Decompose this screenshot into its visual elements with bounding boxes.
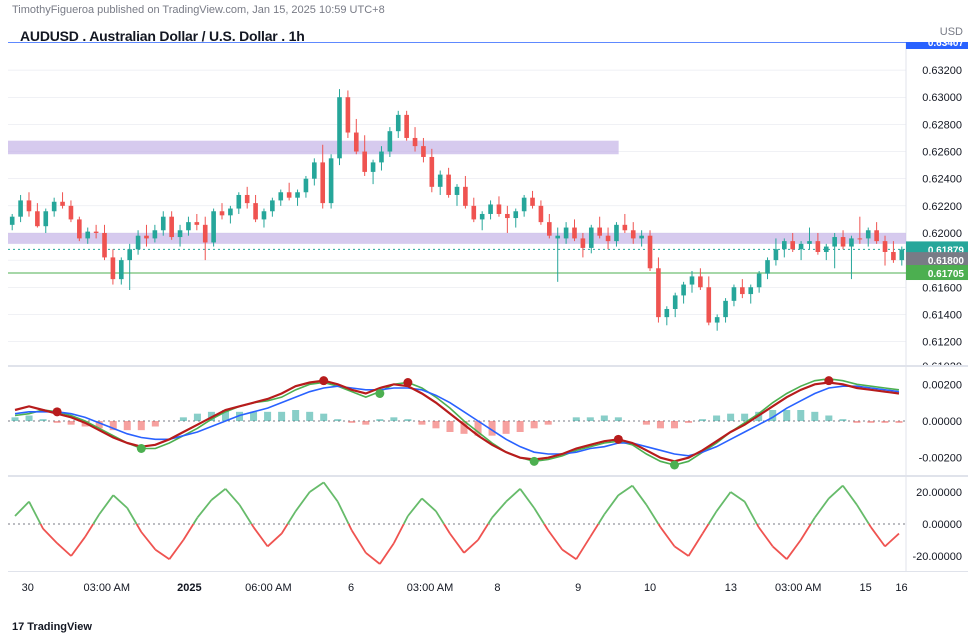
svg-text:0.61400: 0.61400 <box>922 309 962 321</box>
time-label: 13 <box>725 582 737 594</box>
time-label: 15 <box>859 582 871 594</box>
time-axis[interactable]: 30 03:00 AM 2025 06:00 AM 6 03:00 AM 8 9 10 13 03:… <box>8 578 968 600</box>
svg-text:0.62800: 0.62800 <box>922 119 962 131</box>
oscillator-pane[interactable]: -20.00000 0.00000 20.00000 <box>8 476 968 572</box>
svg-text:0.00200: 0.00200 <box>922 379 962 391</box>
svg-text:0.00000: 0.00000 <box>922 519 962 531</box>
time-label: 03:00 AM <box>775 582 821 594</box>
svg-text:-20.00000: -20.00000 <box>912 551 962 563</box>
time-label: 10 <box>644 582 656 594</box>
price-pane[interactable]: 0.610200.612000.614000.616000.618000.620… <box>8 42 968 366</box>
tradingview-watermark: 17 TradingView <box>12 621 92 633</box>
svg-text:0.61200: 0.61200 <box>922 337 962 349</box>
svg-text:-0.00200: -0.00200 <box>919 453 962 465</box>
time-label: 03:00 AM <box>84 582 130 594</box>
svg-text:0.00000: 0.00000 <box>922 416 962 428</box>
svg-text:0.63000: 0.63000 <box>922 92 962 104</box>
time-label: 6 <box>348 582 354 594</box>
svg-text:0.61705: 0.61705 <box>928 269 965 280</box>
time-label: 30 <box>22 582 34 594</box>
time-label: 2025 <box>177 582 201 594</box>
svg-text:0.62400: 0.62400 <box>922 174 962 186</box>
svg-text:0.62600: 0.62600 <box>922 147 962 159</box>
price-axis-unit: USD <box>940 26 963 38</box>
svg-text:0.63407: 0.63407 <box>928 42 965 49</box>
time-label: 9 <box>575 582 581 594</box>
macd-pane[interactable]: -0.00200 0.00000 0.00200 <box>8 366 968 476</box>
time-label: 03:00 AM <box>407 582 453 594</box>
svg-text:0.62200: 0.62200 <box>922 201 962 213</box>
svg-text:20.00000: 20.00000 <box>916 487 962 499</box>
time-label: 16 <box>895 582 907 594</box>
svg-text:0.62000: 0.62000 <box>922 228 962 240</box>
publish-info: TimothyFigueroa published on TradingView… <box>12 4 385 16</box>
time-label: 06:00 AM <box>245 582 291 594</box>
svg-text:0.63200: 0.63200 <box>922 65 962 77</box>
time-label: 8 <box>494 582 500 594</box>
svg-text:0.61600: 0.61600 <box>922 282 962 294</box>
